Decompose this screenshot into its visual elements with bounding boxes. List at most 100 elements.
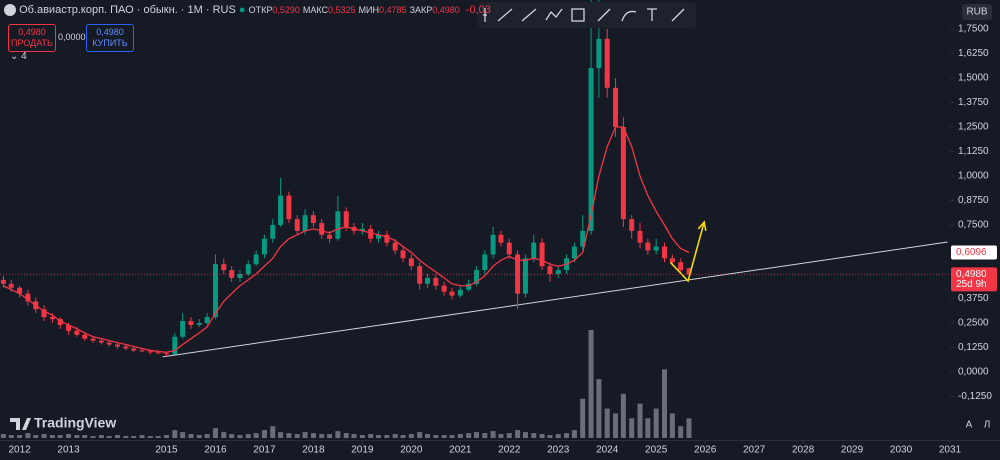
x-tick-label: 2029 (841, 445, 864, 456)
y-tick-label: 0,1250 (958, 342, 989, 353)
volume-bar (319, 434, 325, 438)
volume-bar (123, 436, 129, 438)
buy-button[interactable]: 0,4980 КУПИТЬ (86, 24, 134, 52)
volume-bar (270, 426, 276, 438)
volume-bar (0, 434, 6, 438)
candle-body (123, 346, 129, 349)
volume-bar (90, 436, 96, 438)
tool-path[interactable] (545, 8, 563, 21)
y-tick-label: 1,0000 (958, 171, 989, 182)
candle-body (515, 254, 521, 294)
volume-bar (400, 435, 406, 438)
volume-bar (580, 398, 586, 438)
candle-body (25, 293, 31, 302)
volume-bar (498, 434, 504, 438)
candle-body (8, 283, 14, 288)
candle-body (327, 234, 333, 239)
x-tick-label: 2021 (449, 445, 472, 456)
x-tick-label: 2023 (547, 445, 570, 456)
volume-bar (473, 432, 479, 438)
sell-price[interactable]: 0,4980 (18, 27, 46, 37)
y-tick-label: 1,1250 (958, 146, 989, 157)
tool-trendline[interactable] (497, 8, 513, 22)
tool-brush[interactable] (597, 8, 611, 22)
price-label-bg (951, 245, 997, 260)
moving-average (3, 126, 690, 354)
volume-bar (555, 434, 561, 438)
volume-bar (196, 435, 202, 438)
volume-bar (359, 435, 365, 438)
candle-body (212, 264, 218, 318)
candle-body (49, 317, 55, 320)
x-tick-label: 2026 (694, 445, 717, 456)
candle-body (66, 324, 72, 331)
price-axis-bg (950, 0, 1000, 460)
candle-body (294, 219, 300, 231)
volume-bar (82, 435, 88, 438)
x-tick-label: 2017 (253, 445, 276, 456)
currency-bg[interactable] (962, 4, 992, 20)
trendline (162, 241, 948, 358)
market-dot: ● (238, 4, 246, 16)
volume-bar (139, 435, 145, 438)
volume-bar (490, 431, 496, 438)
tool-curve[interactable] (621, 10, 637, 22)
candle-body (580, 230, 586, 247)
logo-text: TradingView (34, 415, 116, 431)
volume-bar (408, 434, 414, 438)
candle-body (245, 264, 251, 274)
candle-body (310, 215, 316, 224)
x-tick-label: 2013 (57, 445, 80, 456)
tool-text[interactable] (647, 8, 657, 21)
price-label: 0,4980 (956, 269, 987, 280)
x-tick-label: 2015 (155, 445, 178, 456)
candle-body (531, 242, 537, 259)
volume-bar (261, 430, 267, 438)
x-tick-label: 2027 (743, 445, 766, 456)
tool-ray[interactable] (521, 8, 537, 22)
symbol: Об.авиастр.корп. ПАО · обыкн. · 1M · RUS (19, 4, 236, 16)
buy-price[interactable]: 0,4980 (96, 27, 124, 37)
volume-bar (645, 418, 651, 438)
volume-bar (417, 432, 423, 438)
candle-body (669, 258, 675, 263)
arrow-drawing (669, 221, 705, 283)
candle-body (163, 353, 169, 355)
log-button[interactable]: Л (984, 420, 991, 431)
candle-body (645, 242, 651, 251)
volume-bar (629, 418, 635, 438)
tool-grip[interactable] (483, 8, 487, 22)
ohlc-label: ЗАКР (409, 5, 433, 15)
candle-body (0, 279, 6, 284)
candle-body (221, 264, 227, 271)
volume-bar (180, 432, 186, 438)
volume-bar (147, 436, 153, 438)
toolbar-bg (478, 2, 696, 28)
buy-label[interactable]: КУПИТЬ (92, 38, 128, 48)
volume-bar (457, 434, 463, 438)
candle-body (506, 242, 512, 255)
x-tick-label: 2030 (890, 445, 913, 456)
price-label-bg (951, 267, 997, 292)
volume-bar (41, 434, 47, 438)
tool-rect[interactable] (571, 8, 585, 22)
candle-body (41, 309, 47, 318)
currency[interactable]: RUB (966, 7, 987, 18)
countdown: 25d 9h (956, 279, 987, 290)
volume-bar (466, 433, 472, 438)
candle-body (678, 262, 684, 271)
candle-body (253, 254, 259, 265)
candle-body (17, 287, 23, 294)
sell-button[interactable]: 0,4980 ПРОДАТЬ (8, 24, 56, 52)
symbol-line: Об.авиастр.корп. ПАО · обыкн. · 1M · RUS… (4, 4, 491, 17)
volume-bar (33, 435, 39, 438)
tool-pattern[interactable] (671, 8, 685, 22)
candle-body (188, 321, 194, 325)
auto-button[interactable]: A (966, 420, 973, 431)
volume-bar (547, 435, 553, 438)
arrow-head (697, 220, 707, 232)
sell-label[interactable]: ПРОДАТЬ (11, 38, 53, 48)
indicators-count[interactable]: 4 (21, 51, 27, 62)
indicators-toggle[interactable]: ⌄ 4 (10, 51, 27, 62)
